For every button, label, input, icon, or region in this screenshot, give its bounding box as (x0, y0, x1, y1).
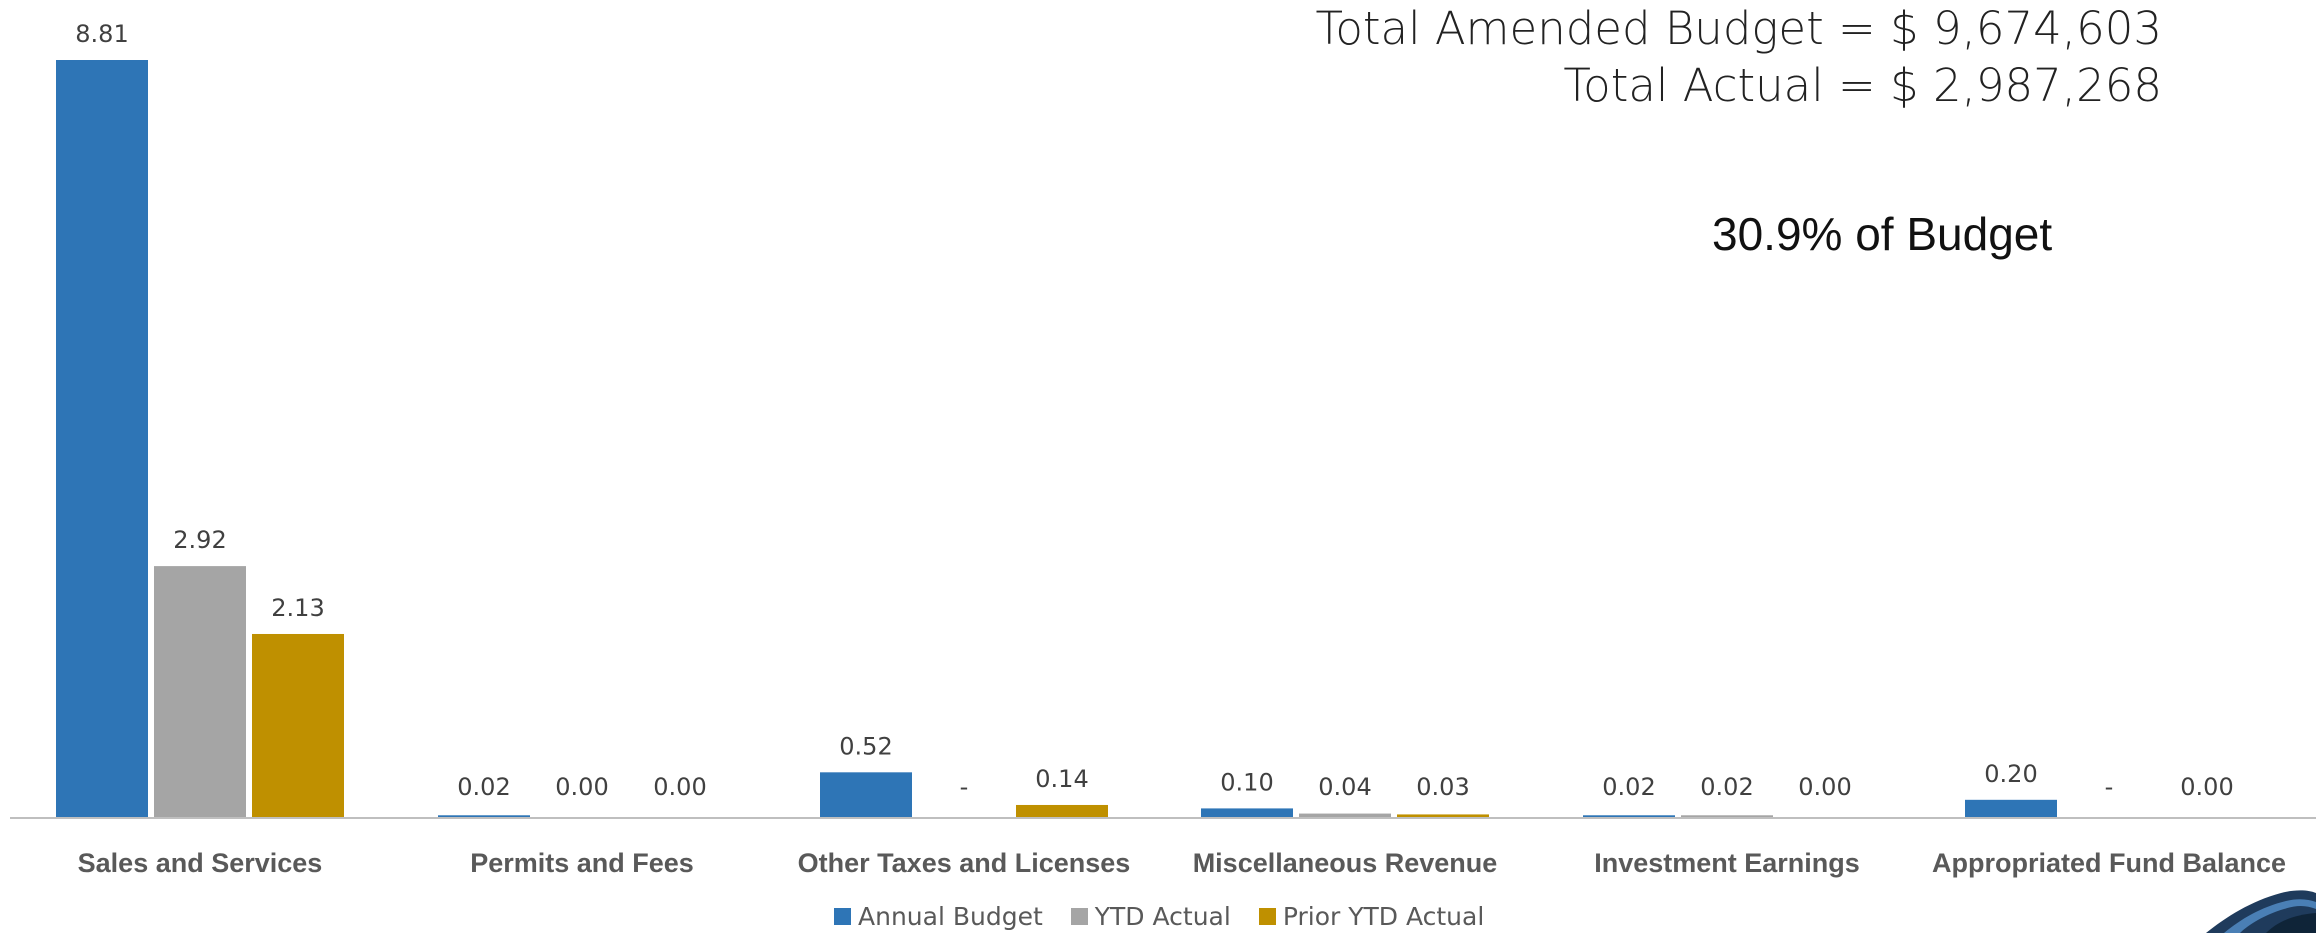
bar-sales-and-services-annual-budget (56, 60, 148, 817)
data-label-permits-and-fees-ytd-actual: 0.00 (555, 773, 608, 801)
data-label-other-taxes-and-licenses-annual-budget: 0.52 (839, 732, 892, 760)
category-label-other-taxes-and-licenses: Other Taxes and Licenses (798, 848, 1131, 878)
bar-sales-and-services-prior-ytd-actual (252, 633, 344, 817)
bar-other-taxes-and-licenses-annual-budget (820, 772, 912, 817)
legend-swatch-prior-ytd-actual (1258, 908, 1276, 925)
data-label-miscellaneous-revenue-ytd-actual: 0.04 (1318, 773, 1371, 801)
legend-item-prior-ytd-actual: Prior YTD Actual (1258, 902, 1485, 931)
bar-miscellaneous-revenue-annual-budget (1201, 808, 1293, 817)
data-label-investment-earnings-ytd-actual: 0.02 (1700, 773, 1753, 801)
data-label-other-taxes-and-licenses-prior-ytd-actual: 0.14 (1035, 765, 1088, 793)
legend-swatch-ytd-actual (1070, 908, 1088, 925)
data-label-appropriated-fund-balance-annual-budget: 0.20 (1984, 760, 2037, 788)
data-label-sales-and-services-ytd-actual: 2.92 (173, 526, 226, 554)
bar-sales-and-services-ytd-actual (154, 566, 246, 817)
legend-label-prior-ytd-actual: Prior YTD Actual (1282, 902, 1485, 931)
bar-other-taxes-and-licenses-prior-ytd-actual (1016, 804, 1108, 817)
percent-of-budget-text: 30.9% of Budget (1712, 208, 2053, 260)
legend-swatch-annual-budget (834, 908, 851, 925)
data-label-sales-and-services-annual-budget: 8.81 (75, 20, 128, 48)
bar-miscellaneous-revenue-prior-ytd-actual (1397, 814, 1489, 817)
bar-miscellaneous-revenue-ytd-actual (1299, 813, 1391, 817)
bar-investment-earnings-annual-budget (1583, 815, 1675, 817)
legend-label-ytd-actual: YTD Actual (1094, 902, 1231, 931)
data-label-miscellaneous-revenue-annual-budget: 0.10 (1220, 768, 1273, 796)
chart-legend: Annual Budget YTD Actual Prior YTD Actua… (834, 902, 1484, 931)
data-label-miscellaneous-revenue-prior-ytd-actual: 0.03 (1416, 773, 1469, 801)
data-label-permits-and-fees-prior-ytd-actual: 0.00 (653, 773, 706, 801)
legend-label-annual-budget: Annual Budget (858, 902, 1043, 931)
legend-item-annual-budget: Annual Budget (834, 902, 1043, 931)
data-label-other-taxes-and-licenses-ytd-actual: - (960, 773, 969, 801)
category-label-investment-earnings: Investment Earnings (1594, 848, 1860, 878)
bar-permits-and-fees-annual-budget (438, 815, 530, 817)
data-label-investment-earnings-annual-budget: 0.02 (1602, 773, 1655, 801)
total-actual-text: Total Actual = $ 2,987,268 (1563, 59, 2162, 112)
data-label-sales-and-services-prior-ytd-actual: 2.13 (271, 594, 324, 622)
legend-item-ytd-actual: YTD Actual (1070, 902, 1231, 931)
bar-investment-earnings-ytd-actual (1681, 815, 1773, 817)
category-label-permits-and-fees: Permits and Fees (470, 848, 694, 878)
category-label-miscellaneous-revenue: Miscellaneous Revenue (1193, 848, 1498, 878)
data-label-appropriated-fund-balance-ytd-actual: - (2105, 773, 2114, 801)
totals-annotation: Total Amended Budget = $ 9,674,603 Total… (1316, 0, 2163, 114)
data-label-permits-and-fees-annual-budget: 0.02 (457, 773, 510, 801)
category-label-appropriated-fund-balance: Appropriated Fund Balance (1932, 848, 2286, 878)
data-label-investment-earnings-prior-ytd-actual: 0.00 (1798, 773, 1851, 801)
category-label-sales-and-services: Sales and Services (78, 848, 323, 878)
total-budget-text: Total Amended Budget = $ 9,674,603 (1315, 2, 2163, 55)
data-label-appropriated-fund-balance-prior-ytd-actual: 0.00 (2180, 773, 2233, 801)
bar-appropriated-fund-balance-annual-budget (1965, 799, 2057, 817)
organization-logo-icon (2206, 890, 2316, 933)
